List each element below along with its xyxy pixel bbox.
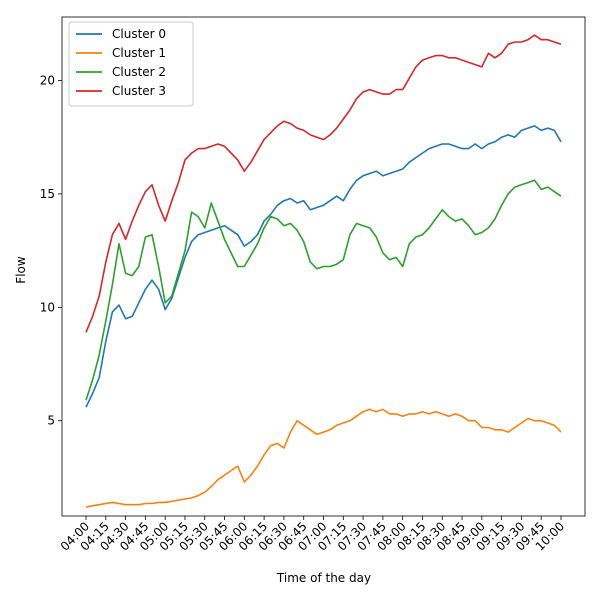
legend-entry: Cluster 1 — [112, 46, 166, 60]
y-tick-label: 5 — [47, 414, 55, 428]
series-line-cluster-1 — [85, 408, 562, 508]
legend-box — [68, 21, 194, 107]
series-layer — [85, 34, 562, 508]
y-tick-label: 15 — [40, 187, 55, 201]
y-axis: 5 10 15 20 — [40, 74, 62, 428]
series-line-cluster-3 — [85, 34, 562, 333]
legend: Cluster 0 Cluster 1 Cluster 2 Cluster 3 — [68, 21, 194, 107]
legend-entry: Cluster 3 — [112, 84, 166, 98]
series-line-cluster-0 — [85, 125, 562, 408]
y-axis-label: Flow — [14, 256, 28, 284]
x-axis-label: Time of the day — [276, 571, 371, 585]
series-line-cluster-2 — [85, 179, 562, 401]
legend-entry: Cluster 2 — [112, 65, 166, 79]
y-tick-label: 10 — [40, 300, 55, 314]
legend-entry: Cluster 0 — [112, 27, 166, 41]
y-tick-label: 20 — [40, 74, 55, 88]
